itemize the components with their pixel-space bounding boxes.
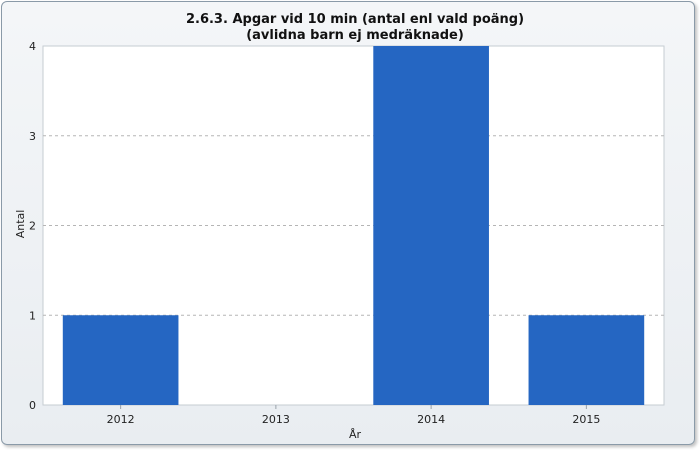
- bar-2015[interactable]: [528, 315, 645, 405]
- chart-subtitle: (avlidna barn ej medräknade): [246, 28, 464, 43]
- y-tick-label: 1: [29, 309, 36, 322]
- x-tick-label: 2014: [417, 413, 445, 426]
- bar-2014[interactable]: [373, 46, 489, 405]
- x-axis-label: År: [349, 428, 362, 441]
- y-tick-label: 2: [29, 220, 36, 233]
- x-tick-labels: 2012 2013 2014 2015: [107, 405, 600, 426]
- x-tick-label: 2012: [107, 413, 135, 426]
- chart-frame: 2.6.3. Apgar vid 10 min (antal enl vald …: [1, 1, 695, 445]
- chart-title: 2.6.3. Apgar vid 10 min (antal enl vald …: [186, 12, 524, 27]
- bars: [62, 46, 645, 405]
- x-tick-label: 2015: [572, 413, 600, 426]
- y-tick-labels: 0 1 2 3 4: [29, 40, 36, 412]
- bar-chart: 2.6.3. Apgar vid 10 min (antal enl vald …: [14, 12, 665, 441]
- y-tick-label: 3: [29, 130, 36, 143]
- bar-2012[interactable]: [62, 315, 179, 405]
- y-tick-label: 4: [29, 40, 36, 53]
- y-axis-label: Antal: [14, 210, 27, 239]
- x-tick-label: 2013: [262, 413, 290, 426]
- y-tick-label: 0: [29, 399, 36, 412]
